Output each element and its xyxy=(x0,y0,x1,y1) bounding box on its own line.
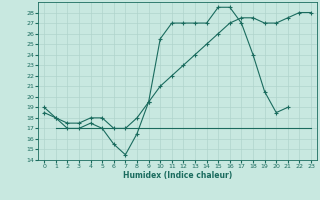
X-axis label: Humidex (Indice chaleur): Humidex (Indice chaleur) xyxy=(123,171,232,180)
